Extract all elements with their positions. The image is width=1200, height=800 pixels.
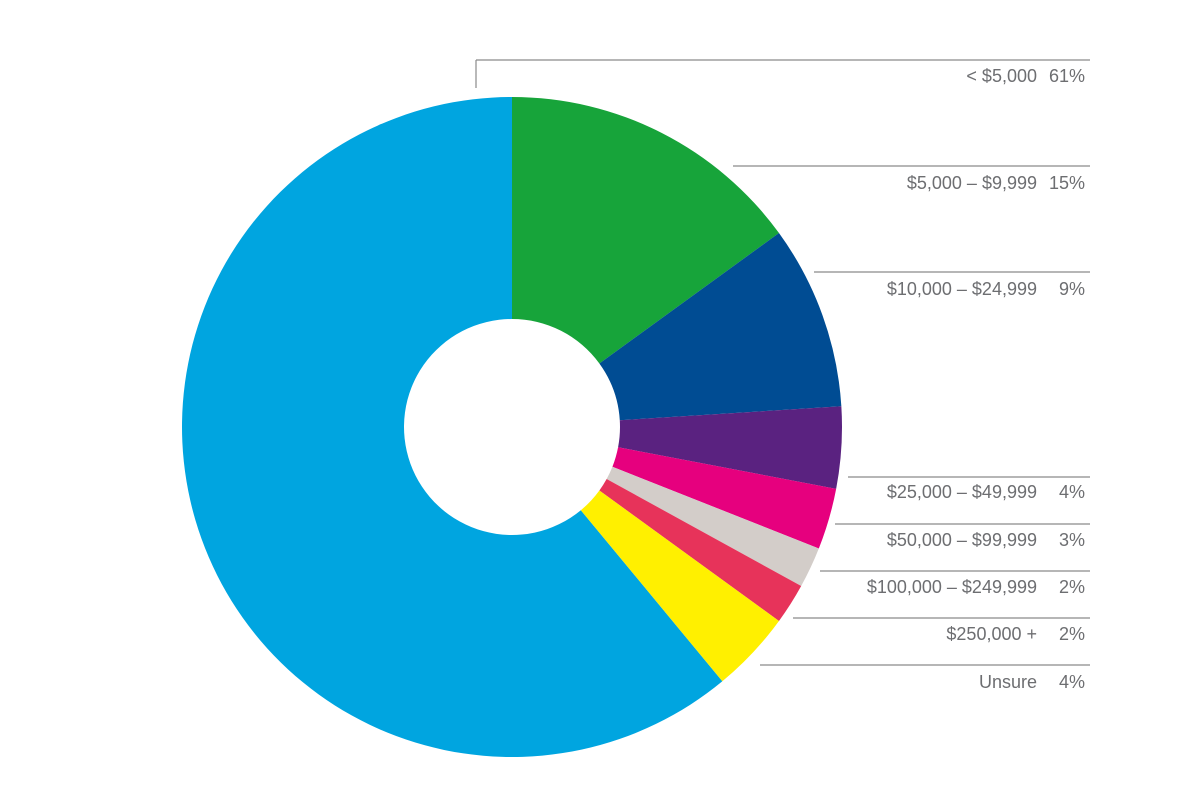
category-label: $100,000 – $249,999 [867, 577, 1037, 597]
category-label: $250,000 + [946, 624, 1037, 644]
value-label: 4% [1059, 482, 1085, 502]
category-label: $50,000 – $99,999 [887, 530, 1037, 550]
category-label: $10,000 – $24,999 [887, 279, 1037, 299]
value-label: 3% [1059, 530, 1085, 550]
slice-50-000-99-999 [612, 447, 837, 549]
category-label: $5,000 – $9,999 [907, 173, 1037, 193]
leader-lines [475, 59, 1090, 666]
value-label: 4% [1059, 672, 1085, 692]
category-label: Unsure [979, 672, 1037, 692]
slice-5-000-9-999 [512, 97, 779, 364]
value-label: 2% [1059, 624, 1085, 644]
category-label: < $5,000 [966, 66, 1037, 86]
category-label: $25,000 – $49,999 [887, 482, 1037, 502]
value-label: 2% [1059, 577, 1085, 597]
slice-100-000-249-999 [606, 466, 819, 586]
value-label: 61% [1049, 66, 1085, 86]
donut-slices [181, 97, 842, 757]
legend-labels: < $5,000 61% $5,000 – $9,999 15% $10,000 – $… [867, 66, 1085, 692]
value-label: 9% [1059, 279, 1085, 299]
slice-unsure [580, 490, 779, 682]
slice-250-000 [599, 479, 802, 621]
slice-5-000 [181, 97, 723, 757]
value-label: 15% [1049, 173, 1085, 193]
slice-10-000-24-999 [599, 233, 842, 421]
slice-25-000-49-999 [618, 406, 842, 489]
